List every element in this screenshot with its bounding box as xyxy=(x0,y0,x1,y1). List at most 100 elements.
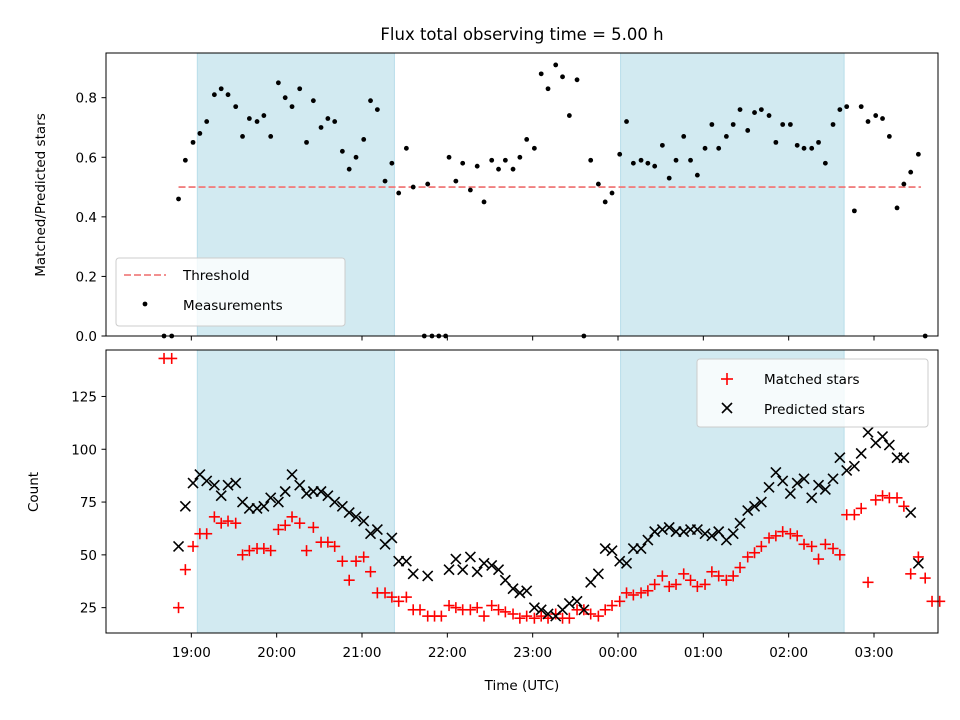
x-axis-label: Time (UTC) xyxy=(484,678,560,694)
measurement-point xyxy=(339,148,345,154)
matched-star-marker xyxy=(393,595,405,607)
y-tick-label: 75 xyxy=(80,495,97,511)
measurement-point xyxy=(816,139,821,145)
measurement-point xyxy=(915,151,921,157)
measurement-point xyxy=(702,145,708,151)
predicted-star-marker xyxy=(691,523,703,536)
measurement-point xyxy=(275,80,281,86)
predicted-star-marker xyxy=(400,555,412,567)
measurement-point xyxy=(254,119,260,124)
predicted-star-marker xyxy=(251,502,263,514)
measurement-point xyxy=(645,160,651,166)
matched-star-marker xyxy=(819,538,831,550)
x-tick-label: 02:00 xyxy=(769,645,808,661)
measurement-point xyxy=(787,122,793,127)
bottom-y-axis-label: Count xyxy=(26,472,42,512)
legend-predicted-label: Predicted stars xyxy=(764,402,865,418)
measurement-point xyxy=(182,157,188,163)
measurement-point xyxy=(624,119,629,124)
matched-star-marker xyxy=(813,553,825,565)
matched-star-marker xyxy=(635,587,647,599)
matched-star-marker xyxy=(222,515,234,527)
matched-star-marker xyxy=(179,564,191,576)
measurement-point xyxy=(446,154,452,160)
measurement-point xyxy=(396,190,402,196)
predicted-star-marker xyxy=(727,528,739,540)
matched-star-marker xyxy=(230,517,242,529)
measurement-point xyxy=(197,131,203,136)
measurement-point xyxy=(225,92,231,98)
predicted-star-marker xyxy=(371,523,383,536)
predicted-star-marker xyxy=(748,500,761,512)
matched-star-marker xyxy=(898,500,910,512)
matched-star-marker xyxy=(379,587,391,599)
matched-star-points xyxy=(158,352,946,624)
measurement-point xyxy=(531,145,537,151)
matched-star-marker xyxy=(329,540,341,552)
predicted-star-marker xyxy=(819,483,831,495)
measurement-point xyxy=(837,107,843,112)
matched-star-marker xyxy=(499,606,511,618)
matched-star-marker xyxy=(614,595,626,607)
x-tick-label: 19:00 xyxy=(172,645,211,661)
measurement-point xyxy=(297,86,303,92)
measurement-points xyxy=(161,62,928,339)
predicted-star-marker xyxy=(343,507,355,519)
measurement-point xyxy=(894,205,900,211)
bottom-axes: 25 50 75 100 125 19:00 20:00 21:00 22:00 23:00 00… xyxy=(26,349,946,694)
matched-star-marker xyxy=(307,521,319,533)
matched-star-marker xyxy=(350,555,362,567)
x-tick-label: 00:00 xyxy=(599,645,638,661)
measurement-point xyxy=(737,107,743,112)
measurement-point xyxy=(730,122,736,127)
measurement-point xyxy=(745,128,751,133)
matched-star-marker xyxy=(870,494,882,506)
measurement-point xyxy=(858,104,864,110)
predicted-star-marker xyxy=(620,557,633,569)
matched-star-marker xyxy=(627,589,639,601)
predicted-star-marker xyxy=(187,477,199,489)
matched-star-marker xyxy=(243,545,255,557)
matched-star-marker xyxy=(343,574,355,586)
measurement-point xyxy=(681,134,687,139)
matched-star-marker xyxy=(777,526,789,538)
matched-star-marker xyxy=(827,543,839,555)
measurement-point xyxy=(553,62,559,68)
measurement-point xyxy=(694,172,700,178)
matched-star-marker xyxy=(763,532,775,544)
measurement-point xyxy=(204,119,210,124)
measurement-point xyxy=(211,92,217,98)
matched-star-marker xyxy=(706,566,718,578)
measurement-point xyxy=(659,142,665,148)
measurement-point xyxy=(304,139,309,145)
measurement-point xyxy=(766,113,772,118)
predicted-star-marker xyxy=(656,523,668,536)
predicted-star-marker xyxy=(492,564,505,576)
measurement-point xyxy=(652,163,658,169)
y-tick-label: 0.2 xyxy=(76,269,97,285)
y-tick-label: 0.8 xyxy=(76,91,97,107)
predicted-star-marker xyxy=(905,507,917,519)
predicted-star-marker xyxy=(578,604,590,616)
predicted-star-marker xyxy=(606,545,618,557)
predicted-star-marker xyxy=(450,553,462,565)
matched-star-marker xyxy=(649,578,661,590)
predicted-star-marker xyxy=(507,583,519,595)
top-legend: Threshold Measurements xyxy=(115,257,346,327)
legend-matched-label: Matched stars xyxy=(764,372,860,388)
measurement-point xyxy=(716,145,722,151)
matched-star-marker xyxy=(272,524,284,536)
matched-star-marker xyxy=(471,602,483,614)
chart-title: Flux total observing time = 5.00 h xyxy=(380,25,663,44)
matched-star-marker xyxy=(670,578,682,590)
measurement-point xyxy=(240,134,245,139)
predicted-star-marker xyxy=(364,528,377,540)
measurement-point xyxy=(588,157,594,163)
measurement-point xyxy=(474,163,480,169)
x-tick-label: 01:00 xyxy=(684,645,723,661)
measurement-point xyxy=(246,116,252,121)
legend-measurements-label: Measurements xyxy=(183,298,283,314)
measurement-point xyxy=(830,122,836,127)
measurement-point xyxy=(574,77,580,83)
matched-star-marker xyxy=(742,551,754,563)
